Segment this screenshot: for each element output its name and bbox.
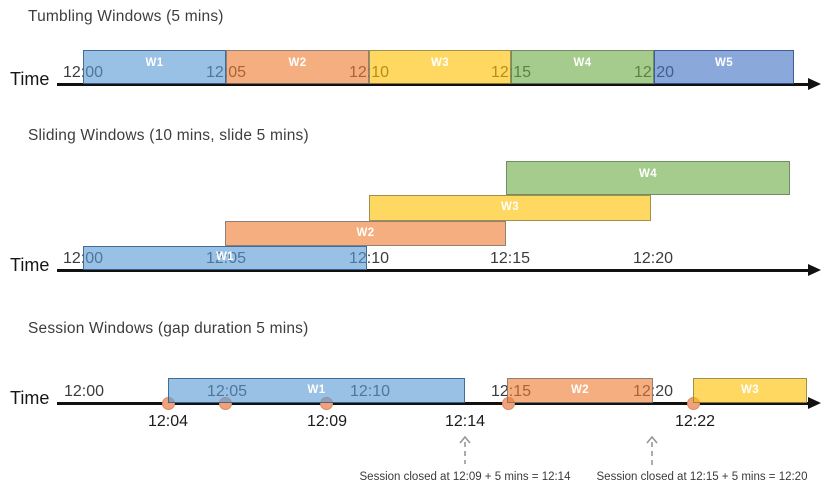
tumbling-axis-arrowhead-icon <box>808 78 821 90</box>
sliding-window-label-w3: W3 <box>500 201 520 213</box>
tumbling-window-w5 <box>654 50 794 84</box>
sliding-window-w2 <box>225 221 506 246</box>
sliding-window-w1 <box>83 246 367 270</box>
event-time-label: 12:22 <box>674 413 716 430</box>
annotation-text: Session closed at 12:09 + 5 mins = 12:14 <box>359 471 571 483</box>
tumbling-window-label-w2: W2 <box>288 57 307 69</box>
sliding-window-label-w2: W2 <box>356 226 375 239</box>
tumbling-window-w4 <box>511 50 654 84</box>
tumbling-section-title: Tumbling Windows (5 mins) <box>28 8 224 25</box>
tumbling-window-label-w5: W5 <box>714 57 734 69</box>
tumbling-window-label-w1: W1 <box>145 57 164 69</box>
session-window-w3 <box>693 378 807 403</box>
session-window-label-w3: W3 <box>740 383 760 396</box>
axis-tick-label: 12:20 <box>632 250 674 267</box>
tumbling-axis-line <box>57 83 813 86</box>
session-window-label-w2: W2 <box>570 383 590 396</box>
sliding-window-w3 <box>369 195 651 221</box>
session-window-label-w1: W1 <box>307 383 326 396</box>
session-axis-line <box>57 402 813 405</box>
tumbling-window-label-w3: W3 <box>430 57 450 69</box>
sliding-window-label-w4: W4 <box>638 168 658 180</box>
tumbling-window-w2 <box>226 50 369 84</box>
session-window-w2 <box>507 378 653 403</box>
event-time-label: 12:14 <box>444 413 486 430</box>
sliding-section-title: Sliding Windows (10 mins, slide 5 mins) <box>28 127 309 144</box>
sliding-axis-line <box>57 269 813 272</box>
event-time-label: 12:04 <box>147 413 189 430</box>
annotation-text: Session closed at 12:15 + 5 mins = 12:20 <box>596 471 808 483</box>
annotation-arrow-icon <box>646 436 658 466</box>
session-axis-arrowhead-icon <box>808 397 821 409</box>
event-time-label: 12:09 <box>306 413 348 430</box>
sliding-time-axis-label: Time <box>10 255 50 275</box>
session-window-w1 <box>168 378 465 403</box>
tumbling-time-axis-label: Time <box>10 69 50 89</box>
tumbling-window-label-w4: W4 <box>573 57 592 69</box>
session-section-title: Session Windows (gap duration 5 mins) <box>28 320 309 337</box>
sliding-window-label-w1: W1 <box>215 251 235 263</box>
session-time-axis-label: Time <box>10 388 50 408</box>
axis-tick-label: 12:00 <box>63 383 105 400</box>
sliding-axis-arrowhead-icon <box>808 264 821 276</box>
axis-tick-label: 12:15 <box>489 250 531 267</box>
sliding-window-w4 <box>506 161 790 195</box>
annotation-arrow-icon <box>459 436 471 464</box>
tumbling-window-w3 <box>369 50 511 84</box>
tumbling-window-w1 <box>83 50 226 84</box>
